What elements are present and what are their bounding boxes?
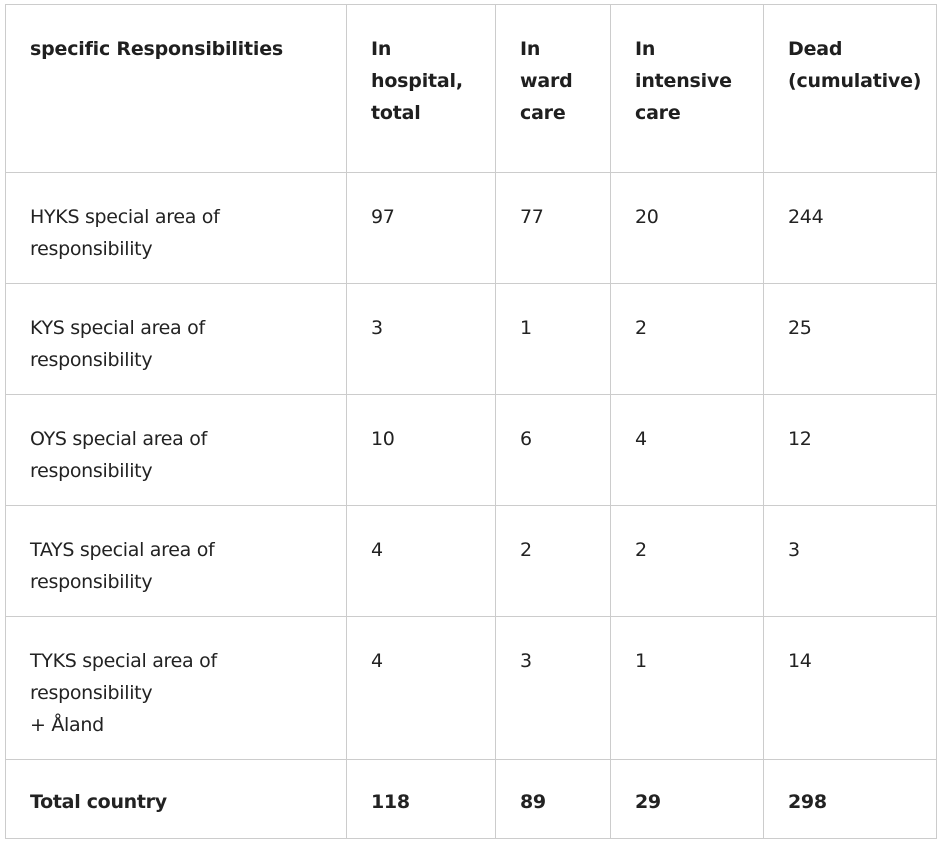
in-intensive-care-cell: 20 [610,172,764,284]
dead-cumulative-cell: 12 [763,394,937,506]
total-in-ward-care-cell: 89 [495,759,611,839]
dead-cumulative-cell: 244 [763,172,937,284]
table-row: KYS special area of responsibility 3 1 2… [5,283,937,395]
header-in-ward-care: In ward care [495,4,611,173]
in-hospital-total-cell: 3 [346,283,496,395]
in-intensive-care-cell: 2 [610,505,764,617]
in-hospital-total-cell: 4 [346,505,496,617]
total-in-intensive-care-cell: 29 [610,759,764,839]
total-label: Total country [5,759,347,839]
in-ward-care-cell: 1 [495,283,611,395]
in-ward-care-cell: 3 [495,616,611,760]
in-hospital-total-cell: 97 [346,172,496,284]
area-cell: TYKS special area of responsibility + Ål… [5,616,347,760]
dead-cumulative-cell: 3 [763,505,937,617]
header-in-hospital-total: In hospital, total [346,4,496,173]
header-dead-cumulative: Dead (cumulative) [763,4,937,173]
in-ward-care-cell: 2 [495,505,611,617]
in-intensive-care-cell: 1 [610,616,764,760]
dead-cumulative-cell: 14 [763,616,937,760]
total-row: Total country 118 89 29 298 [5,759,937,839]
table-row: TYKS special area of responsibility + Ål… [5,616,937,760]
in-intensive-care-cell: 4 [610,394,764,506]
hospital-statistics-table: specific Responsibilities In hospital, t… [5,4,937,839]
table-row: TAYS special area of responsibility 4 2 … [5,505,937,617]
in-intensive-care-cell: 2 [610,283,764,395]
table-header-row: specific Responsibilities In hospital, t… [5,4,937,173]
total-in-hospital-cell: 118 [346,759,496,839]
area-cell: OYS special area of responsibility [5,394,347,506]
in-hospital-total-cell: 4 [346,616,496,760]
area-cell: KYS special area of responsibility [5,283,347,395]
header-in-intensive-care: In intensive care [610,4,764,173]
dead-cumulative-cell: 25 [763,283,937,395]
area-cell: HYKS special area of responsibility [5,172,347,284]
header-area: specific Responsibilities [5,4,347,173]
in-ward-care-cell: 6 [495,394,611,506]
total-dead-cumulative-cell: 298 [763,759,937,839]
area-cell: TAYS special area of responsibility [5,505,347,617]
in-ward-care-cell: 77 [495,172,611,284]
table-row: HYKS special area of responsibility 97 7… [5,172,937,284]
table-row: OYS special area of responsibility 10 6 … [5,394,937,506]
in-hospital-total-cell: 10 [346,394,496,506]
